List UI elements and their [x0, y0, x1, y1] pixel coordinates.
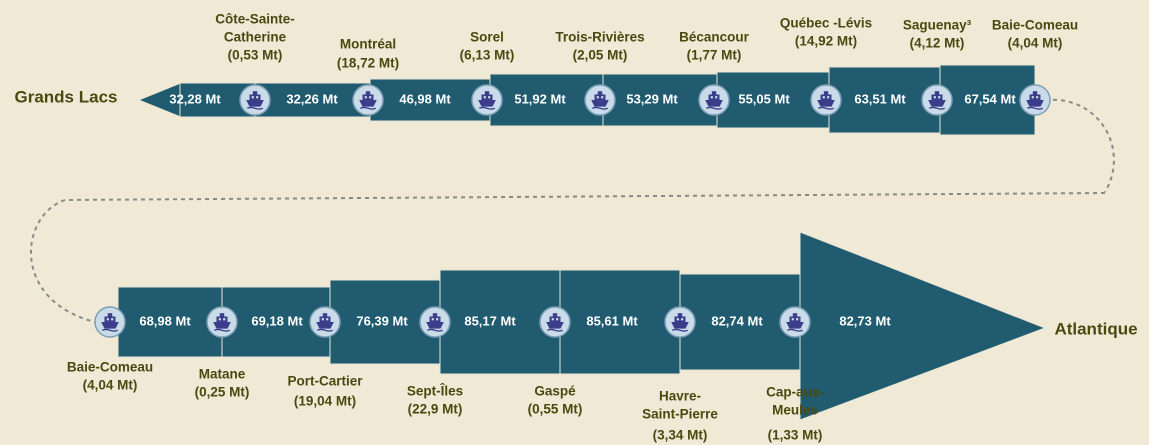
segment-value: 46,98 Mt: [399, 91, 451, 106]
port-name: Meules: [772, 403, 818, 418]
port-name: Montréal: [340, 37, 396, 52]
arrow-head: [799, 231, 1047, 421]
port-tonnage: (22,9 Mt): [408, 402, 463, 417]
port-tonnage: (4,04 Mt): [83, 378, 138, 393]
port-tonnage: (0,25 Mt): [195, 385, 250, 400]
segment-value: 82,73 Mt: [839, 313, 891, 328]
connector: [29, 199, 96, 323]
port-tonnage: (18,72 Mt): [337, 56, 399, 71]
port-tonnage: (4,04 Mt): [1008, 36, 1063, 51]
port-tonnage: (4,12 Mt): [910, 36, 965, 51]
connector: [64, 192, 1106, 201]
port-tonnage: (14,92 Mt): [795, 34, 857, 49]
segment-value: 69,18 Mt: [251, 313, 303, 328]
segment: [939, 64, 1036, 136]
segment-value: 63,51 Mt: [854, 91, 906, 106]
port-name: Saint-Pierre: [642, 407, 718, 422]
port-tonnage: (3,34 Mt): [653, 428, 708, 443]
port-name: Côte-Sainte-: [215, 12, 295, 27]
arrow-head: [140, 83, 182, 117]
segment: [369, 78, 491, 122]
port-tonnage: (1,33 Mt): [768, 428, 823, 443]
segment-value: 32,26 Mt: [286, 91, 338, 106]
port-name: Trois-Rivières: [555, 30, 644, 45]
segment-value: 76,39 Mt: [356, 313, 408, 328]
end-label: Grands Lacs: [15, 87, 118, 106]
segment-value: 67,54 Mt: [964, 91, 1016, 106]
port-tonnage: (0,55 Mt): [528, 402, 583, 417]
port-name: Port-Cartier: [287, 374, 363, 389]
port-name: Cap-aux-: [766, 385, 824, 400]
port-name: Sorel: [470, 30, 504, 45]
port-tonnage: (6,13 Mt): [460, 48, 515, 63]
segment-value: 51,92 Mt: [514, 91, 566, 106]
segment-value: 85,61 Mt: [586, 313, 638, 328]
port-name: Matane: [199, 367, 246, 382]
segment-value: 82,74 Mt: [711, 313, 763, 328]
connector: [1044, 98, 1115, 193]
segment-value: 53,29 Mt: [626, 91, 678, 106]
segment-value: 55,05 Mt: [738, 91, 790, 106]
port-tonnage: (0,53 Mt): [228, 48, 283, 63]
port-name: Bécancour: [679, 30, 750, 45]
port-tonnage: (1,77 Mt): [687, 48, 742, 63]
port-name: Saguenay³: [903, 18, 972, 33]
port-name: Québec -Lévis: [780, 16, 872, 31]
port-name: Gaspé: [534, 384, 576, 399]
port-tonnage: (2,05 Mt): [573, 48, 628, 63]
segment-value: 85,17 Mt: [464, 313, 516, 328]
port-name: Catherine: [224, 30, 287, 45]
port-name: Baie-Comeau: [992, 18, 1078, 33]
end-label: Atlantique: [1054, 319, 1137, 338]
port-tonnage: (19,04 Mt): [294, 394, 356, 409]
port-name: Havre-: [659, 389, 701, 404]
segment: [254, 82, 371, 118]
port-name: Sept-Îles: [407, 384, 463, 399]
segment-value: 68,98 Mt: [139, 313, 191, 328]
port-name: Baie-Comeau: [67, 360, 153, 375]
segment-value: 32,28 Mt: [169, 91, 221, 106]
